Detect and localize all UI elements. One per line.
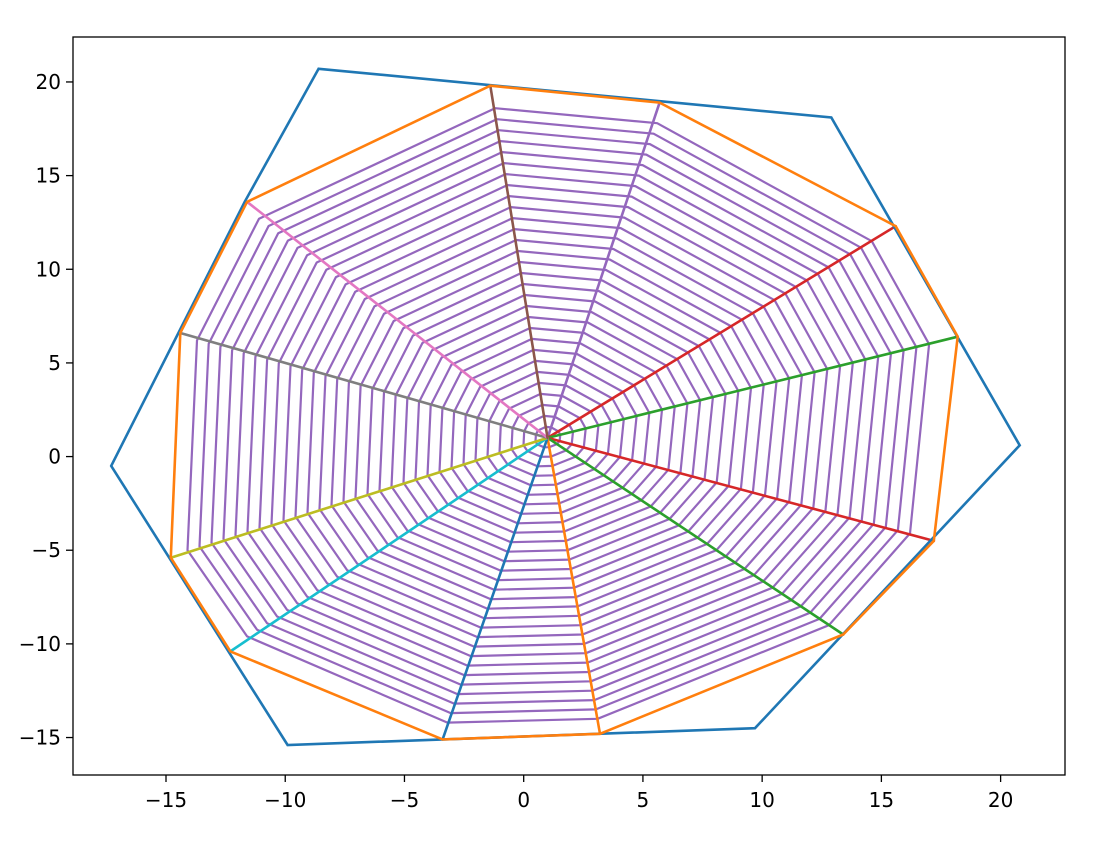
spoke-line-4 bbox=[546, 436, 936, 543]
x-axis: −15 −10 −5 0 5 10 15 20 bbox=[145, 775, 1013, 812]
y-tick-label: 5 bbox=[48, 351, 61, 375]
y-axis: −15 −10 −5 0 5 10 15 20 bbox=[19, 70, 73, 750]
spoke-line-1 bbox=[546, 101, 661, 440]
x-tick-label: 10 bbox=[749, 788, 774, 812]
x-tick-label: 20 bbox=[988, 788, 1013, 812]
x-tick-label: 0 bbox=[517, 788, 530, 812]
nested-polygon bbox=[294, 206, 816, 639]
y-tick-label: 10 bbox=[36, 257, 61, 281]
spoke-line-5 bbox=[546, 436, 845, 636]
spoke-line-3 bbox=[546, 335, 959, 440]
y-tick-label: −5 bbox=[32, 538, 61, 562]
plot-area bbox=[109, 67, 1022, 747]
spoke-line-2 bbox=[546, 224, 897, 440]
series-line-2 bbox=[169, 84, 960, 741]
y-tick-label: −10 bbox=[19, 632, 61, 656]
y-tick-label: 20 bbox=[36, 70, 61, 94]
spoke-line-8 bbox=[229, 436, 549, 653]
y-tick-label: 15 bbox=[36, 164, 61, 188]
y-tick-label: −15 bbox=[19, 726, 61, 750]
spoke-line-6 bbox=[546, 436, 602, 736]
nested-polygon bbox=[210, 129, 905, 705]
spoke-line-12 bbox=[489, 84, 549, 440]
axes-frame bbox=[72, 36, 1066, 776]
nested-polygon bbox=[198, 118, 918, 715]
y-tick-label: 0 bbox=[48, 445, 61, 469]
x-tick-label: −15 bbox=[145, 788, 187, 812]
x-tick-label: −5 bbox=[390, 788, 419, 812]
x-tick-label: 15 bbox=[869, 788, 894, 812]
spoke-line-10 bbox=[179, 331, 549, 440]
spoke-line-9 bbox=[169, 436, 549, 560]
spoke-line-7 bbox=[441, 436, 549, 741]
x-tick-label: 5 bbox=[637, 788, 650, 812]
spoke-line-11 bbox=[245, 200, 549, 440]
x-tick-label: −10 bbox=[264, 788, 306, 812]
